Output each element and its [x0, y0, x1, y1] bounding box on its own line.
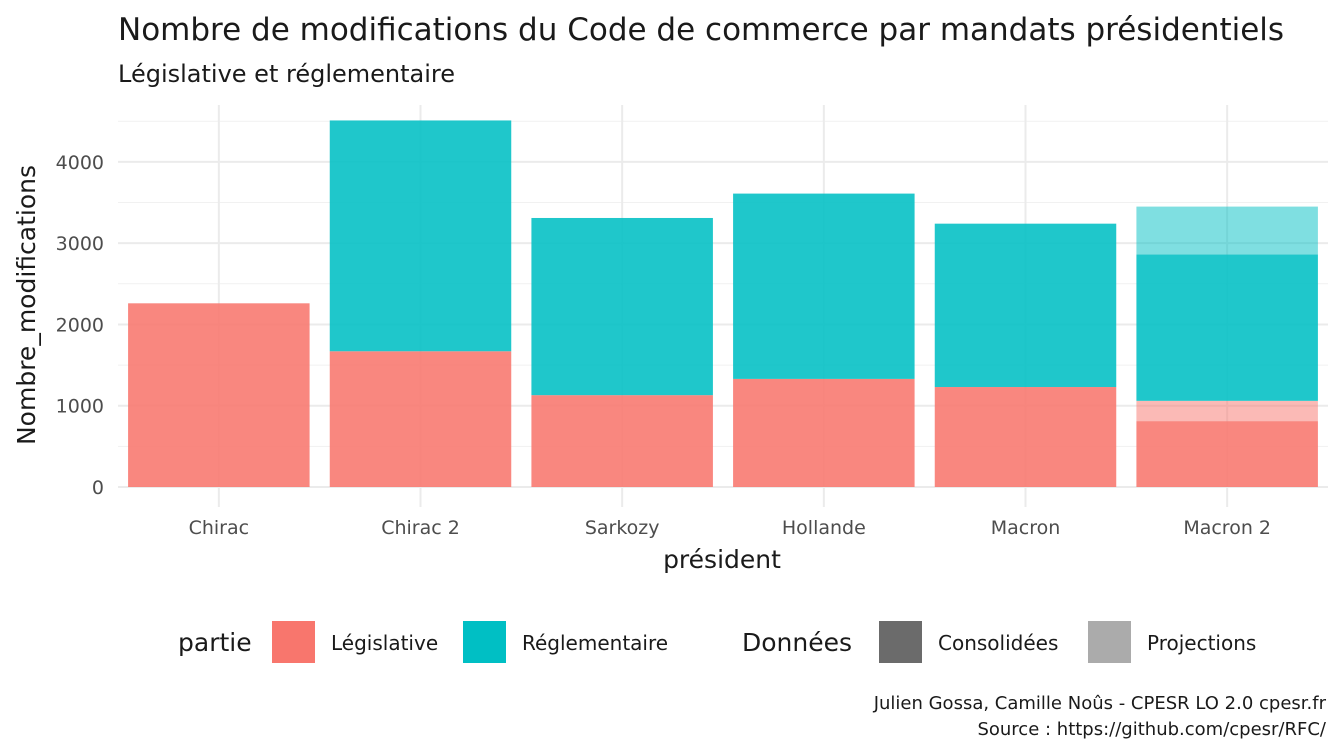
y-tick-label: 4000 [56, 152, 104, 174]
bar-segment [1136, 421, 1318, 487]
bar-segment [128, 303, 310, 487]
y-tick-label: 3000 [56, 233, 104, 255]
y-tick-label: 0 [92, 477, 104, 499]
legend-key [272, 621, 315, 663]
x-tick-label: Sarkozy [585, 517, 660, 539]
x-axis-title: président [663, 545, 781, 574]
bar-segment [1136, 254, 1318, 401]
bars [128, 120, 1318, 487]
legend-label: Réglementaire [522, 631, 668, 655]
caption-credit: Julien Gossa, Camille Noûs - CPESR LO 2.… [873, 693, 1327, 714]
legend: partie Législative Réglementaire Données Con… [178, 621, 1256, 663]
y-tick-label: 1000 [56, 396, 104, 418]
legend-title: partie [178, 628, 252, 657]
x-tick-label: Macron [991, 517, 1061, 539]
bar-segment [934, 223, 1117, 388]
chart-subtitle: Législative et réglementaire [118, 60, 455, 88]
y-axis-title: Nombre_modifications [12, 165, 41, 445]
legend-key [879, 621, 922, 663]
legend-label: Projections [1147, 631, 1256, 655]
bar-segment [733, 378, 915, 487]
chart-title: Nombre de modifications du Code de comme… [118, 12, 1284, 48]
bar-segment [329, 120, 512, 352]
legend-key [1088, 621, 1131, 663]
legend-label: Législative [331, 631, 438, 655]
caption-source: Source : https://github.com/cpesr/RFC/ [977, 719, 1326, 740]
x-tick-label: Chirac 2 [381, 517, 460, 539]
y-tick-label: 2000 [56, 314, 104, 336]
bar-segment [531, 395, 713, 487]
x-tick-label: Hollande [782, 517, 866, 539]
y-axis: 0 1000 2000 3000 4000 [56, 152, 104, 499]
bar-segment [531, 217, 713, 396]
bar-segment [733, 193, 915, 379]
x-tick-label: Chirac [189, 517, 250, 539]
legend-label: Consolidées [938, 631, 1058, 655]
x-axis: Chirac Chirac 2 Sarkozy Hollande Macron Macro… [189, 517, 1271, 539]
legend-key [463, 621, 506, 663]
bar-segment [329, 351, 512, 487]
bar-segment [934, 387, 1117, 487]
legend-title: Données [742, 628, 852, 657]
bar-segment [1136, 400, 1318, 422]
x-tick-label: Macron 2 [1183, 517, 1271, 539]
bar-segment [1136, 206, 1318, 255]
